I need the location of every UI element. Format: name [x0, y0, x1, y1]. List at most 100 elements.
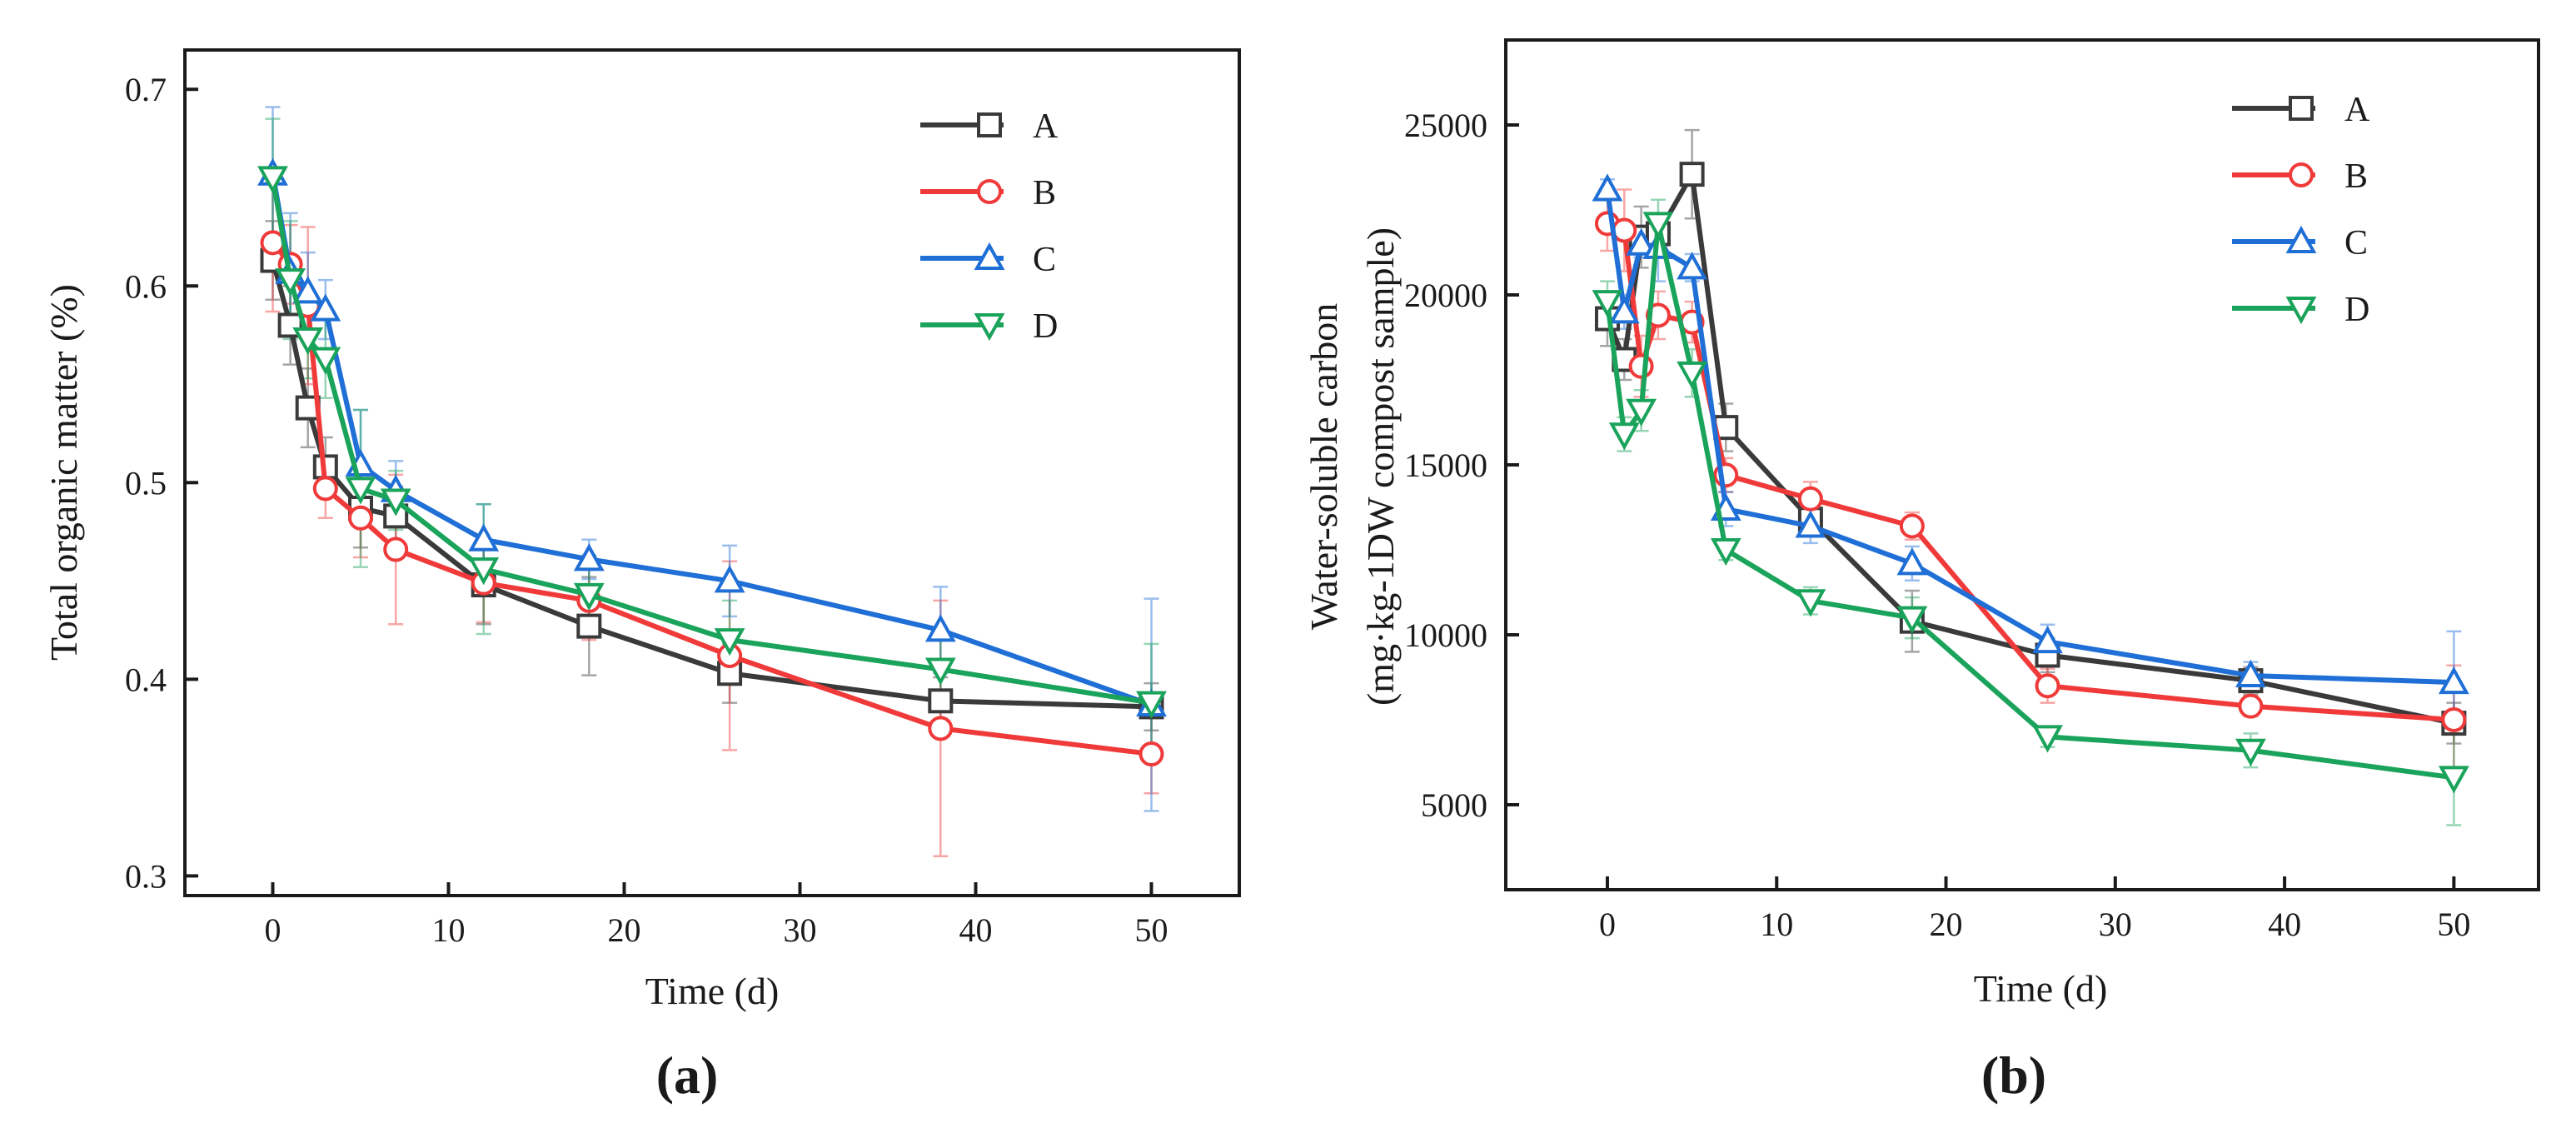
panel-b-legend-label-D: D: [2344, 291, 2369, 329]
panel-a-y-tick-label: 0.4: [125, 661, 167, 698]
panel-a-series-C-point: [573, 543, 605, 571]
panel-a-y-tick-label: 0.6: [125, 267, 167, 305]
panel-b-y-tick-label: 25000: [1404, 107, 1487, 144]
panel-b-series-B-point: [1612, 217, 1637, 243]
panel-a-series-D-point: [292, 327, 324, 356]
panel-a-legend-marker-C: [974, 242, 1005, 270]
panel-a-x-tick-label: 10: [432, 911, 466, 949]
panel-a-series-D-point: [380, 488, 411, 517]
panel-b-plot-frame: [1504, 38, 2540, 891]
panel-a-series-D-point: [1136, 691, 1167, 719]
panel-a-series-D-point: [275, 268, 306, 297]
panel-a-legend-label-C: C: [1033, 241, 1056, 279]
panel-b-y-axis-label: Water-soluble carbon (mg·kg-1DW compost …: [1303, 227, 1402, 706]
panel-a-legend-label-A: A: [1033, 107, 1059, 146]
panel-b-series-D-point: [1795, 589, 1826, 617]
panel-a-series-B-point: [348, 505, 373, 531]
panel-a-series-C-point: [924, 614, 956, 642]
panel-a-y-axis-label: Total organic matter (%): [42, 284, 85, 661]
panel-b-series-C-point: [2032, 626, 2063, 654]
panel-a-legend-label-B: B: [1033, 174, 1056, 212]
panel-b-y-tick-label: 15000: [1404, 447, 1487, 484]
panel-b-ticks: 0 10 20 30 40 50 5000 10000 15000 20000 25000: [1404, 107, 2470, 943]
panel-b-series-D-point: [1896, 606, 1928, 634]
panel-b-series-C-point: [1608, 296, 1640, 324]
panel-b-series-C-point: [1795, 510, 1826, 538]
panel-b-y-tick-label: 20000: [1404, 277, 1487, 314]
panel-a-series-D-point: [714, 628, 745, 656]
panel-b-series-B-point: [2441, 707, 2467, 732]
panel-a-series-D-line: [270, 177, 1152, 706]
panel-a-legend-marker-B: [977, 179, 1002, 204]
panel-a-series-D-point: [345, 477, 376, 505]
panel-a-x-tick-label: 0: [265, 911, 282, 949]
panel-a-series-D-point: [573, 582, 605, 611]
panel-b-y-tick-label: 5000: [1421, 786, 1487, 824]
panel-b-y-axis-label-line-1: Water-soluble carbon: [1303, 303, 1345, 631]
panel-a-series-D-point: [257, 166, 288, 194]
panel-b-series-D-point: [1642, 212, 1674, 240]
panel-b-series-B-point: [1899, 513, 1925, 539]
panel-a-legend-item-A: A: [920, 107, 1059, 146]
panel-a-series-B-point: [383, 537, 409, 562]
panel-b-label: (b): [1981, 1046, 2046, 1105]
panel-a-series-B-point: [928, 716, 954, 741]
panel-b-series-C-point: [1592, 173, 1623, 202]
panel-a-x-tick-label: 20: [608, 911, 641, 949]
panel-b-x-tick-label: 30: [2099, 906, 2132, 943]
panel-b-series-D-point: [1677, 361, 1708, 389]
panel-a-series-C-point: [714, 565, 745, 593]
panel-b-chart: 0 10 20 30 40 50 5000 10000 15000 20000 25000 Time…: [1303, 38, 2540, 1105]
panel-b-legend-label-A: A: [2344, 91, 2370, 129]
panel-a-series-D-point: [924, 657, 956, 686]
panel-a-series-B-point: [312, 476, 338, 502]
panel-a-ticks: 0 10 20 30 40 50 0.3 0.4 0.5 0.6 0.7: [125, 71, 1168, 949]
panel-b-series-D-point: [2032, 725, 2063, 753]
panel-b-series-A-line: [1605, 172, 2454, 726]
panel-b-series-C-point: [2438, 666, 2469, 695]
panel-a-legend-item-B: B: [920, 174, 1056, 212]
panel-b-legend-marker-A: [2289, 96, 2314, 121]
panel-a-y-tick-label: 0.3: [125, 857, 167, 895]
panel-b-x-tick-label: 20: [1930, 906, 1963, 943]
panel-b-series-A-point: [1679, 162, 1705, 187]
panel-a-x-tick-label: 40: [959, 911, 993, 949]
panel-a-series-A-point: [928, 688, 954, 714]
panel-b-legend-item-A: A: [2232, 91, 2370, 129]
panel-b-legend-item-C: C: [2232, 224, 2368, 262]
panel-a-y-tick-label: 0.7: [125, 71, 167, 108]
panel-b-legend-label-C: C: [2344, 224, 2368, 262]
panel-b-series-C-point: [1677, 252, 1708, 280]
panel-b-legend-label-B: B: [2344, 157, 2368, 196]
panel-a-series-C-line: [270, 173, 1153, 707]
panel-b-y-tick-label: 10000: [1404, 616, 1487, 654]
panel-b-legend-item-B: B: [2232, 157, 2368, 196]
panel-a-chart: 0 10 20 30 40 50 0.3 0.4 0.5 0.6 0.7 Time (d) Tota…: [42, 48, 1241, 1105]
panel-a-legend-label-D: D: [1033, 307, 1058, 346]
panel-b-series-D-point: [1626, 398, 1657, 427]
panel-a-x-tick-label: 50: [1135, 911, 1168, 949]
panel-a-label: (a): [656, 1046, 719, 1105]
panel-a-series-C-point: [292, 276, 324, 304]
panel-b-series-D-point: [1608, 422, 1640, 451]
panel-b-x-tick-label: 0: [1599, 906, 1616, 943]
panel-a-legend-item-D: D: [920, 307, 1058, 346]
panel-a-legend-marker-A: [977, 112, 1002, 137]
panel-b-legend-marker-B: [2289, 162, 2314, 187]
panel-a-series-A-point: [295, 395, 321, 421]
panel-b-series-B-point: [1628, 353, 1654, 379]
panel-a-series-C-point: [468, 523, 500, 552]
panel-a-series: [257, 157, 1167, 767]
panel-b-series-B-point: [1797, 486, 1823, 512]
panel-b-series-C-point: [1626, 227, 1657, 256]
panel-b-y-axis-label-line-2: (mg·kg-1DW compost sample): [1359, 227, 1402, 706]
panel-b-series: [1592, 162, 2469, 794]
panel-a-x-tick-label: 30: [784, 911, 817, 949]
panel-a-y-tick-label: 0.5: [125, 464, 167, 502]
panel-b-series-D-point: [1710, 538, 1741, 566]
panel-b-x-tick-label: 10: [1760, 906, 1793, 943]
panel-b-series-D-point: [1592, 290, 1623, 318]
panel-a-plot-frame: [183, 48, 1241, 897]
